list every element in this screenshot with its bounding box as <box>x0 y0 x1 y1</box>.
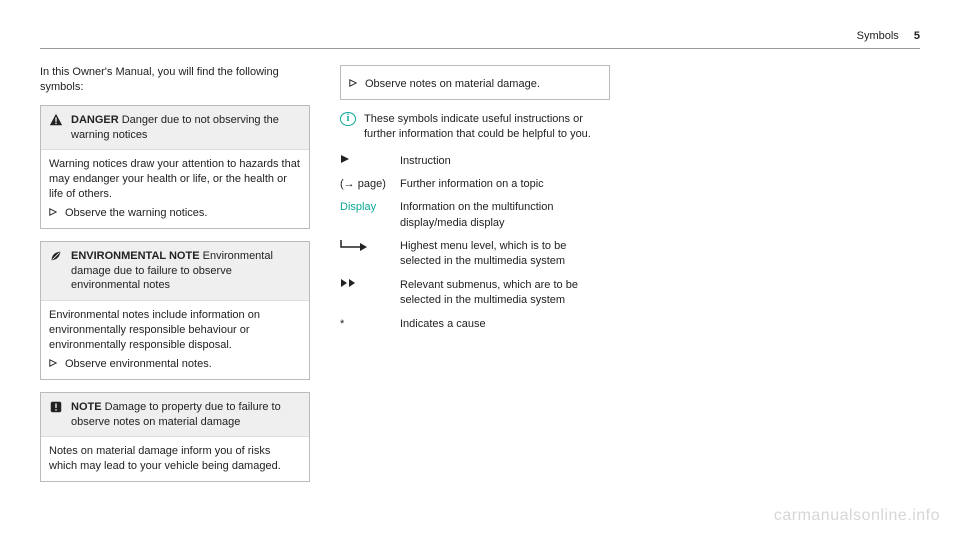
legend-row-pageref: (→ page) Further information on a topic <box>340 177 610 192</box>
columns: In this Owner's Manual, you will find th… <box>40 65 920 494</box>
env-head: ENVIRONMENTAL NOTE Environmental damage … <box>41 242 309 302</box>
legend-row-menutop: Highest menu level, which is to be selec… <box>340 239 610 270</box>
danger-bullet-text: Observe the warning notices. <box>65 206 207 221</box>
triangle-bullet-icon <box>349 77 359 92</box>
page-number: 5 <box>914 30 920 42</box>
display-symbol: Display <box>340 200 392 231</box>
legend-cause: Indicates a cause <box>400 317 610 332</box>
warning-triangle-icon <box>49 113 63 127</box>
header-title: Symbols <box>857 30 899 42</box>
danger-box: DANGER Danger due to not observing the w… <box>40 105 310 229</box>
page-ref-symbol: (→ page) <box>340 177 392 192</box>
danger-body: Warning notices draw your attention to h… <box>41 150 309 227</box>
legend: Instruction (→ page) Further information… <box>340 154 610 333</box>
note-head: NOTE Damage to property due to failure t… <box>41 393 309 438</box>
note-label: NOTE <box>71 401 102 413</box>
column-left: In this Owner's Manual, you will find th… <box>40 65 310 494</box>
note-box: NOTE Damage to property due to failure t… <box>40 392 310 482</box>
legend-submenu: Relevant submenus, which are to be selec… <box>400 278 610 309</box>
note-body-text: Notes on material damage inform you of r… <box>49 444 301 474</box>
danger-head: DANGER Danger due to not observing the w… <box>41 106 309 151</box>
legend-pageref: Further information on a topic <box>400 177 610 192</box>
triangle-bullet-icon <box>49 206 59 221</box>
column-right: Observe notes on material damage. i Thes… <box>340 65 610 494</box>
watermark: carmanualsonline.info <box>774 507 940 525</box>
env-body: Environmental notes include information … <box>41 301 309 378</box>
menu-top-icon <box>340 239 392 270</box>
note-head-text: Damage to property due to failure to obs… <box>71 401 281 428</box>
info-icon: i <box>340 112 356 126</box>
danger-label: DANGER <box>71 114 119 126</box>
note-body: Notes on material damage inform you of r… <box>41 437 309 481</box>
legend-row-instruction: Instruction <box>340 154 610 169</box>
danger-body-text: Warning notices draw your attention to h… <box>49 157 301 202</box>
legend-row-cause: * Indicates a cause <box>340 317 610 332</box>
page-header: Symbols 5 <box>40 30 920 49</box>
env-bullet-row: Observe environmental notes. <box>49 357 301 372</box>
material-box: Observe notes on material damage. <box>340 65 610 100</box>
asterisk-symbol: * <box>340 317 392 332</box>
triangle-solid-icon <box>340 154 392 169</box>
env-bullet-text: Observe environmental notes. <box>65 357 212 372</box>
submenu-icon <box>340 278 392 309</box>
page: Symbols 5 In this Owner's Manual, you wi… <box>0 0 960 533</box>
material-body: Observe notes on material damage. <box>341 66 609 99</box>
legend-row-display: Display Information on the multifunction… <box>340 200 610 231</box>
leaf-icon <box>49 249 63 263</box>
env-label: ENVIRONMENTAL NOTE <box>71 250 200 262</box>
legend-menutop: Highest menu level, which is to be selec… <box>400 239 610 270</box>
danger-bullet-row: Observe the warning notices. <box>49 206 301 221</box>
info-block: i These symbols indicate useful instruct… <box>340 112 610 142</box>
legend-instruction: Instruction <box>400 154 610 169</box>
info-text: These symbols indicate useful instructio… <box>364 112 610 142</box>
triangle-bullet-icon <box>49 357 59 372</box>
note-exclaim-icon <box>49 400 63 414</box>
legend-display: Information on the multifunction display… <box>400 200 610 231</box>
material-bullet-text: Observe notes on material damage. <box>365 77 540 92</box>
intro-text: In this Owner's Manual, you will find th… <box>40 65 310 95</box>
legend-row-submenu: Relevant submenus, which are to be selec… <box>340 278 610 309</box>
env-box: ENVIRONMENTAL NOTE Environmental damage … <box>40 241 310 380</box>
env-body-text: Environmental notes include information … <box>49 308 301 353</box>
material-bullet-row: Observe notes on material damage. <box>349 77 601 92</box>
